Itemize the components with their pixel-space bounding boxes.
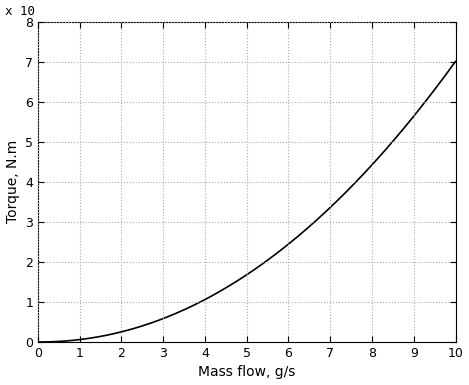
Text: x 10: x 10 <box>5 5 35 18</box>
Y-axis label: Torque, N.m: Torque, N.m <box>6 140 20 223</box>
X-axis label: Mass flow, g/s: Mass flow, g/s <box>198 365 295 380</box>
